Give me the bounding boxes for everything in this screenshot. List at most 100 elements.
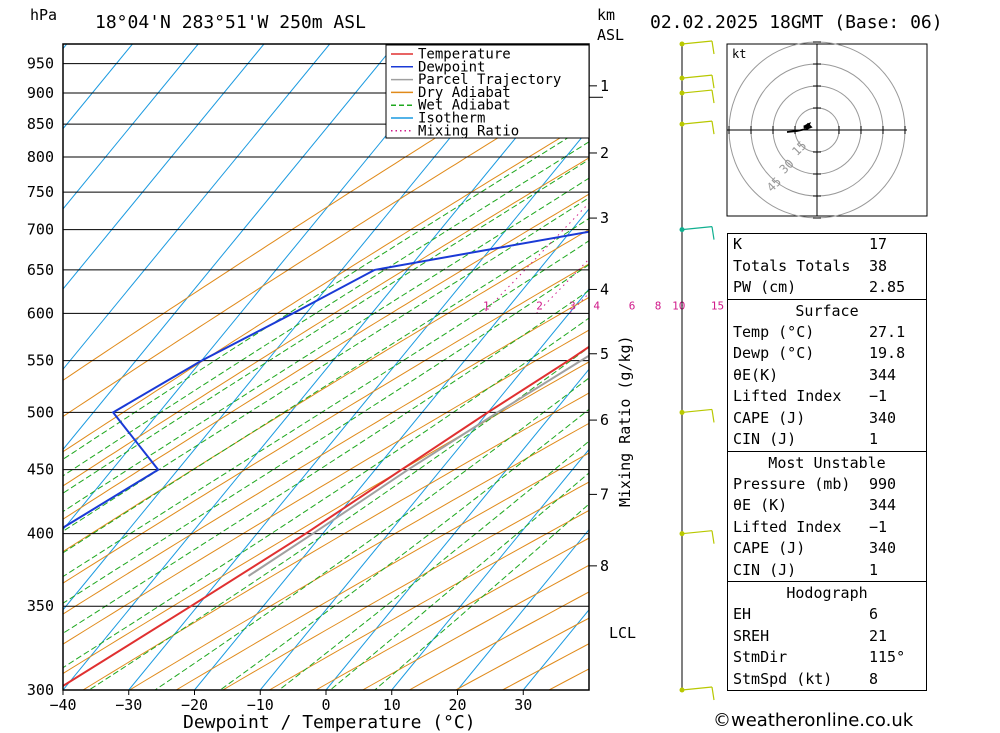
pressure-tick-label: 800 <box>27 148 54 166</box>
mu-row: θE (K) 344 <box>733 496 897 514</box>
legend-label: Wet Adiabat <box>418 98 511 114</box>
wet-adiabat-line <box>278 440 589 690</box>
surface-row: Lifted Index −1 <box>733 387 888 405</box>
surface-row: CAPE (J) 340 <box>733 408 897 427</box>
dry-adiabat-line <box>63 157 589 487</box>
legend-label: Parcel Trajectory <box>418 72 561 88</box>
wind-barb-staff <box>681 74 713 79</box>
legend-label: Dry Adiabat <box>418 85 511 101</box>
asl-label: ASL <box>597 26 624 44</box>
mixing-ratio-label: 6 <box>629 299 636 312</box>
isotherm-line <box>63 44 462 531</box>
mixing-ratio-label: 1 <box>483 299 490 312</box>
indices-panel: K 17 Totals Totals 38 PW (cm) 2.85 Surface … <box>727 233 927 691</box>
dry-adiabat-line <box>63 228 589 553</box>
isotherm-line <box>325 368 589 690</box>
km-tick-label: 2 <box>600 144 609 162</box>
wind-barb-staff <box>681 120 713 125</box>
km-tick-label: 8 <box>600 557 609 575</box>
x-tick-label: 0 <box>321 696 330 714</box>
pressure-tick-label: 400 <box>27 525 54 543</box>
hodo-row: StmSpd (kt) 8 <box>733 669 879 688</box>
wet-adiabat-line <box>374 503 589 690</box>
dry-adiabat-line <box>63 329 589 645</box>
legend-label: Temperature <box>418 47 511 63</box>
mixing-ratio-axis-title: Mixing Ratio (g/kg) <box>616 335 634 507</box>
surface-row: Dewp (°C) 19.8 <box>733 344 906 362</box>
datetime-label: 02.02.2025 18GMT (Base: 06) <box>650 12 943 33</box>
legend-label: Dewpoint <box>418 59 485 75</box>
isotherm-line <box>63 47 589 690</box>
wind-barb-staff <box>681 686 713 691</box>
km-tick-label: 7 <box>600 485 609 503</box>
dry-adiabat-line <box>63 263 589 584</box>
index-row-k: K 17 <box>733 235 888 253</box>
pressure-tick-label: 750 <box>27 183 54 201</box>
pressure-tick-label: 450 <box>27 461 54 479</box>
km-tick-label: 1 <box>600 77 609 95</box>
mixing-ratio-label: 10 <box>672 299 685 312</box>
dry-adiabat-line <box>63 193 589 520</box>
wind-barb-staff <box>681 40 713 45</box>
isotherm-line <box>457 528 589 690</box>
dry-adiabat-line <box>175 452 589 690</box>
isotherm-line <box>63 44 528 611</box>
pressure-tick-label: 850 <box>27 115 54 133</box>
copyright-link[interactable]: ©weatheronline.co.uk <box>713 710 914 731</box>
mixing-ratio-line <box>482 202 589 314</box>
pressure-tick-label: 550 <box>27 352 54 370</box>
mixing-ratio-label: 4 <box>593 299 600 312</box>
dry-adiabat-line <box>269 509 589 690</box>
dry-adiabat-line <box>63 361 589 675</box>
dry-adiabat-line <box>222 481 589 690</box>
pressure-tick-label: 350 <box>27 597 54 615</box>
most-unstable-section-title: Most Unstable <box>728 450 926 474</box>
sounding-series <box>63 230 589 688</box>
wet-adiabat-line <box>63 317 589 669</box>
isotherm-line <box>194 208 589 690</box>
pressure-tick-label: 950 <box>27 55 54 73</box>
wind-barb-flag <box>711 530 715 544</box>
mu-row: Lifted Index −1 <box>733 517 888 536</box>
pressure-tick-label: 600 <box>27 304 54 322</box>
isotherm-line <box>63 44 133 130</box>
mu-row: Pressure (mb) 990 <box>733 474 897 493</box>
surface-section-title: Surface <box>728 298 926 322</box>
isotherm-line <box>63 44 265 290</box>
hodograph-storm-motion <box>803 122 811 130</box>
x-axis-title: Dewpoint / Temperature (°C) <box>183 712 476 733</box>
wind-barb-staff <box>681 408 713 414</box>
pressure-tick-label: 700 <box>27 221 54 239</box>
mixing-ratio-label: 2 <box>536 299 543 312</box>
wind-barb-flag <box>711 409 715 423</box>
wind-barb-flag <box>711 75 715 89</box>
lcl-label: LCL <box>609 624 636 642</box>
x-tick-label: −10 <box>247 696 274 714</box>
location-title: 18°04'N 283°51'W 250m ASL <box>95 12 366 33</box>
mixing-ratio-label: 8 <box>655 299 662 312</box>
km-tick-label: 5 <box>600 345 609 363</box>
dry-adiabat-line <box>63 296 589 615</box>
pressure-tick-label: 650 <box>27 261 54 279</box>
wet-adiabat-line <box>63 217 589 554</box>
x-tick-label: −30 <box>115 696 142 714</box>
dry-adiabat-line <box>63 119 589 453</box>
km-tick-label: 6 <box>600 411 609 429</box>
series-temperature <box>63 345 589 688</box>
series-dewpoint <box>63 230 589 529</box>
x-tick-label: −40 <box>49 696 76 714</box>
isotherm-line <box>391 448 589 690</box>
km-label: km <box>597 6 615 24</box>
x-tick-label: −20 <box>181 696 208 714</box>
isotherm-line <box>63 44 331 371</box>
mixing-ratio-label: 3 <box>569 299 576 312</box>
hodograph-unit: kt <box>732 47 746 61</box>
hpa-label: hPa <box>30 6 57 24</box>
series-parcel-trajectory <box>247 354 589 577</box>
legend-label: Mixing Ratio <box>418 123 519 139</box>
pressure-tick-label: 500 <box>27 403 54 421</box>
surface-row: CIN (J) 1 <box>733 430 879 448</box>
